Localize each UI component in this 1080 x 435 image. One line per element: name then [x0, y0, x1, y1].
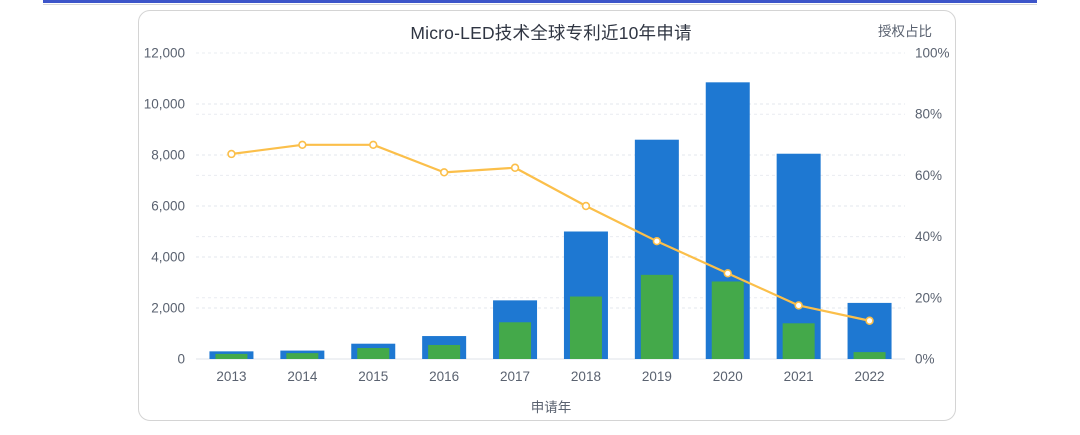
- ratio-point-2016[interactable]: [439, 168, 449, 177]
- x-axis-tick-label: 2020: [713, 369, 743, 384]
- x-axis-tick-label: 2013: [216, 369, 246, 384]
- x-axis-tick-label: 2018: [571, 369, 601, 384]
- left-axis-tick-label: 8,000: [151, 148, 185, 163]
- bar-granted-2014[interactable]: [286, 353, 319, 359]
- ratio-point-2020[interactable]: [723, 269, 732, 278]
- right-axis-tick-label: 100%: [915, 46, 950, 61]
- left-axis-tick-label: 10,000: [144, 97, 185, 112]
- x-axis-tick-label: 2022: [855, 369, 885, 384]
- ratio-point-2017[interactable]: [510, 163, 520, 172]
- left-axis-tick-label: 0: [177, 352, 185, 367]
- left-axis-tick-label: 4,000: [151, 250, 185, 265]
- right-axis-tick-label: 60%: [915, 168, 942, 183]
- x-axis-tick-label: 2016: [429, 369, 459, 384]
- x-axis-tick-label: 2014: [287, 369, 318, 384]
- bar-granted-2016[interactable]: [428, 344, 461, 359]
- ratio-point-2022[interactable]: [865, 316, 874, 325]
- x-axis-tick-label: 2017: [500, 369, 530, 384]
- ratio-line: [230, 143, 871, 322]
- right-axis-tick-label: 0%: [915, 352, 935, 367]
- x-axis-tick-label: 2019: [642, 369, 672, 384]
- ratio-point-2014[interactable]: [298, 140, 307, 150]
- bar-granted-2021[interactable]: [782, 323, 815, 359]
- top-accent-bar: [43, 0, 1037, 3]
- bar-granted-2018[interactable]: [569, 296, 602, 359]
- left-axis-tick-label: 12,000: [144, 46, 185, 61]
- bar-granted-2020[interactable]: [711, 281, 744, 359]
- right-axis-tick-label: 40%: [915, 229, 942, 244]
- chart-title: Micro-LED技术全球专利近10年申请: [410, 23, 692, 43]
- bar-granted-2017[interactable]: [499, 322, 532, 359]
- right-axis-title: 授权占比: [878, 24, 932, 39]
- ratio-point-2019[interactable]: [652, 236, 662, 246]
- ratio-point-2015[interactable]: [369, 140, 378, 150]
- left-axis-tick-label: 6,000: [151, 199, 185, 214]
- bar-applications-2022[interactable]: [847, 302, 892, 359]
- bar-granted-2015[interactable]: [357, 348, 390, 359]
- ratio-point-2013[interactable]: [227, 149, 236, 159]
- ratio-point-2021[interactable]: [794, 301, 803, 310]
- ratio-point-2018[interactable]: [581, 201, 591, 211]
- x-axis-tick-label: 2015: [358, 369, 388, 384]
- top-accent-shadow: [43, 4, 1037, 5]
- right-axis-tick-label: 20%: [915, 290, 942, 305]
- right-axis-tick-label: 80%: [915, 107, 942, 122]
- x-axis-tick-label: 2021: [784, 369, 814, 384]
- bar-granted-2019[interactable]: [640, 274, 673, 359]
- left-axis-tick-label: 2,000: [151, 301, 185, 316]
- bar-granted-2013[interactable]: [215, 353, 248, 359]
- x-axis-title: 申请年: [530, 400, 572, 415]
- bar-granted-2022[interactable]: [853, 352, 886, 359]
